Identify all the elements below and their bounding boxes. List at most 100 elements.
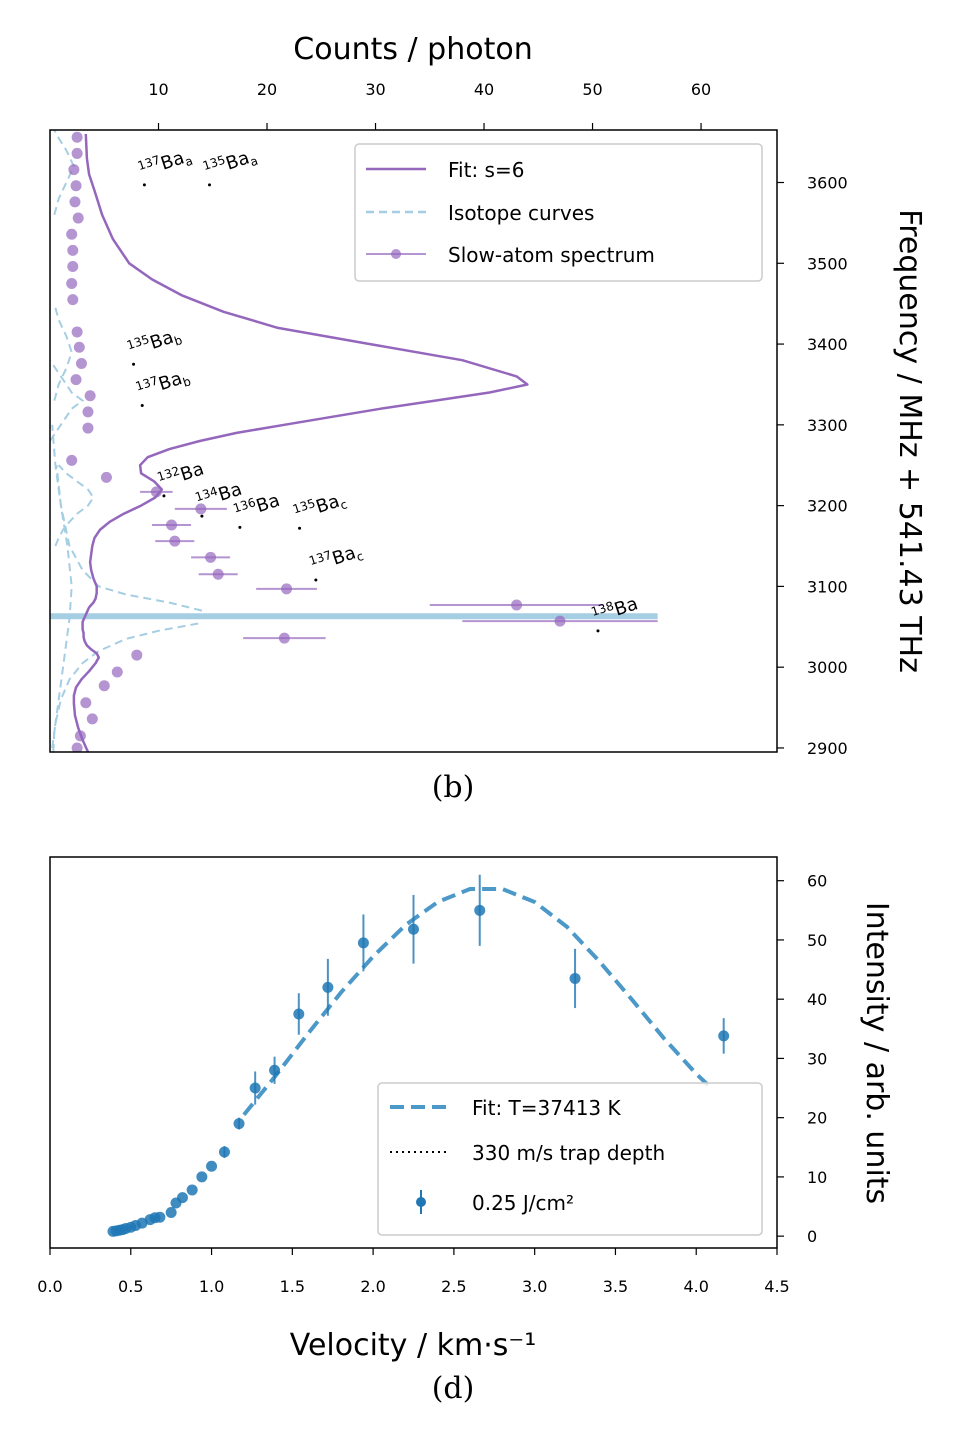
isotope-label: 135Bab [125,322,184,362]
legend-d-entry-fit: Fit: T=37413 K [472,1096,621,1120]
y-tick-label: 10 [807,1168,827,1187]
data-point [474,904,486,916]
data-point [70,180,82,192]
x-tick-label: 20 [257,80,277,99]
x-tick-label: 3.0 [522,1277,547,1296]
panel-b-plot-area [50,130,658,752]
data-point [269,1064,281,1076]
isotope-label: 135Baa [201,143,260,183]
data-point [71,147,83,159]
data-point [86,713,98,725]
x-tick-label: 4.5 [764,1277,789,1296]
x-tick-label: 1.0 [199,1277,224,1296]
data-point [73,341,85,353]
x-tick-label: 0.5 [118,1277,143,1296]
legend-d-entry-trap: 330 m/s trap depth [472,1141,665,1165]
data-point [293,1008,305,1020]
panel-d-x-axis-title: Velocity / km·s⁻¹ [290,1328,537,1363]
data-point [74,730,86,742]
x-tick-label: 50 [582,80,602,99]
data-point [84,390,96,402]
isotope-label: 137Bac [307,538,365,578]
data-point [569,972,581,984]
y-tick-label: 60 [807,872,827,891]
legend-entry-data: Slow-atom spectrum [448,243,655,267]
x-tick-label: 0.0 [37,1277,62,1296]
data-point [66,228,78,240]
x-tick-label: 3.5 [603,1277,628,1296]
data-point [70,374,82,386]
y-tick-label: 3100 [807,577,848,596]
data-point [233,1118,245,1130]
isotope-curve-5 [50,359,85,442]
data-point [408,923,419,935]
panel-b-legend: Fit: s=6 Isotope curves Slow-atom spectr… [354,143,763,282]
isotope-label-dot [162,494,166,498]
data-point [67,244,79,256]
y-tick-label: 3300 [807,416,848,435]
x-tick-label: 40 [474,80,494,99]
panel-b-legend-box [354,143,763,282]
isotope-label: 137Baa [136,143,195,183]
isotope-curve-1 [51,621,203,749]
data-point [68,164,80,176]
legend-entry-isotope: Isotope curves [448,201,594,225]
isotope-label: 132Ba [155,457,206,493]
isotope-label: 135Bac [291,487,349,527]
panel-b-top-axis: 10 20 30 40 50 60 [148,80,711,130]
panel-b-x-axis-title: Counts / photon [293,32,532,67]
panel-d-legend-box [377,1082,763,1236]
isotope-label-dot [298,526,302,530]
isotope-label-dot [132,362,136,366]
y-tick-label: 50 [807,931,827,950]
panel-d-plot-area [107,874,730,1237]
isotope-curve-0 [52,465,73,752]
data-point [206,1160,218,1172]
isotope-curve-2 [54,464,95,547]
y-tick-label: 30 [807,1049,827,1068]
panel-b-y-axis-title: Frequency / MHz + 541.43 THz [892,209,927,673]
x-tick-label: 2.0 [360,1277,385,1296]
data-point [195,503,207,515]
data-point [71,326,83,338]
data-point [150,486,162,498]
isotope-curve-3 [53,303,73,401]
data-point [212,568,224,580]
data-point [186,1184,198,1196]
data-point [69,196,81,208]
data-point [718,1030,730,1042]
isotope-label-dot [314,578,318,582]
y-tick-label: 0 [807,1227,817,1246]
data-point [554,615,566,627]
fit-curve-line [72,133,529,752]
isotope-label-dot [208,183,212,187]
data-point [166,519,178,531]
panel-d: 0.0 0.5 1.0 1.5 2.0 2.5 3.0 3.5 4.0 4.5 0 10 20 30 40… [37,856,894,1406]
y-tick-label: 3500 [807,254,848,273]
legend-d-entry-data: 0.25 J/cm² [472,1191,574,1215]
legend-entry-fit: Fit: s=6 [448,158,524,182]
data-point [71,742,83,752]
x-tick-label: 1.5 [280,1277,305,1296]
data-point [66,277,78,289]
panel-d-right-axis: 0 10 20 30 40 50 60 [777,872,827,1246]
isotope-label-dot [142,183,146,187]
data-point [169,535,181,547]
y-tick-label: 40 [807,990,827,1009]
data-point [176,1192,188,1204]
data-point [357,937,369,949]
data-point [98,680,110,692]
panel-b-frame [49,129,778,753]
data-point [322,981,334,993]
x-tick-label: 60 [691,80,711,99]
panel-b-caption: (b) [432,770,475,805]
data-point [67,261,79,273]
x-tick-label: 10 [148,80,168,99]
data-point [154,1211,166,1223]
data-point [249,1082,261,1094]
x-tick-label: 30 [365,80,385,99]
y-tick-label: 3200 [807,497,848,516]
isotope-label: 138Ba [589,591,640,627]
data-point [82,406,94,418]
